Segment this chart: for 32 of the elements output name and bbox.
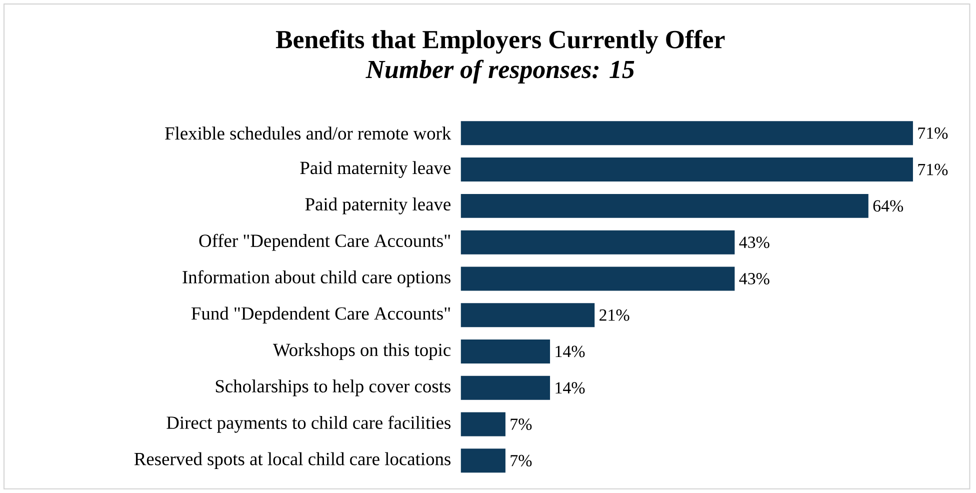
data-label: 64% [873,200,904,212]
bar [460,121,913,146]
data-label: 43% [739,236,770,248]
data-label: 14% [556,382,585,394]
data-label: 71% [918,164,948,176]
y-tick-label: Reserved spots at local child care locations [134,452,450,470]
data-label: 7% [510,418,532,430]
bar [460,230,735,254]
y-tick-label: Paid maternity leave [300,161,450,178]
y-tick-label: Paid paternity leave [305,198,450,214]
data-label: 14% [556,346,585,358]
y-tick-label: Direct payments to child care facilities [166,416,450,433]
y-tick-label: Workshops on this topic [272,343,451,360]
chart-subtitle: Number of responses: 15 [366,60,634,84]
bar [460,266,735,291]
bar [460,412,506,436]
bar [460,158,913,182]
y-tick-label: Flexible schedules and/or remote work [165,126,452,140]
data-label: 43% [739,273,770,285]
bar [460,340,550,364]
y-tick-label: Information about child care options [182,270,450,288]
y-tick-label: Offer "Dependent Care Accounts" [199,234,450,251]
y-tick-label: Fund "Depdendent Care Accounts" [191,306,450,324]
bar [460,448,506,473]
bar [460,194,868,218]
data-label: 71% [918,127,948,139]
y-tick-label: Scholarships to help cover costs [216,380,450,396]
data-label: 21% [600,309,630,321]
bar [460,303,595,328]
data-label: 7% [510,454,532,466]
chart-title: Benefits that Employers Currently Offer [276,30,725,54]
bar [460,376,550,400]
